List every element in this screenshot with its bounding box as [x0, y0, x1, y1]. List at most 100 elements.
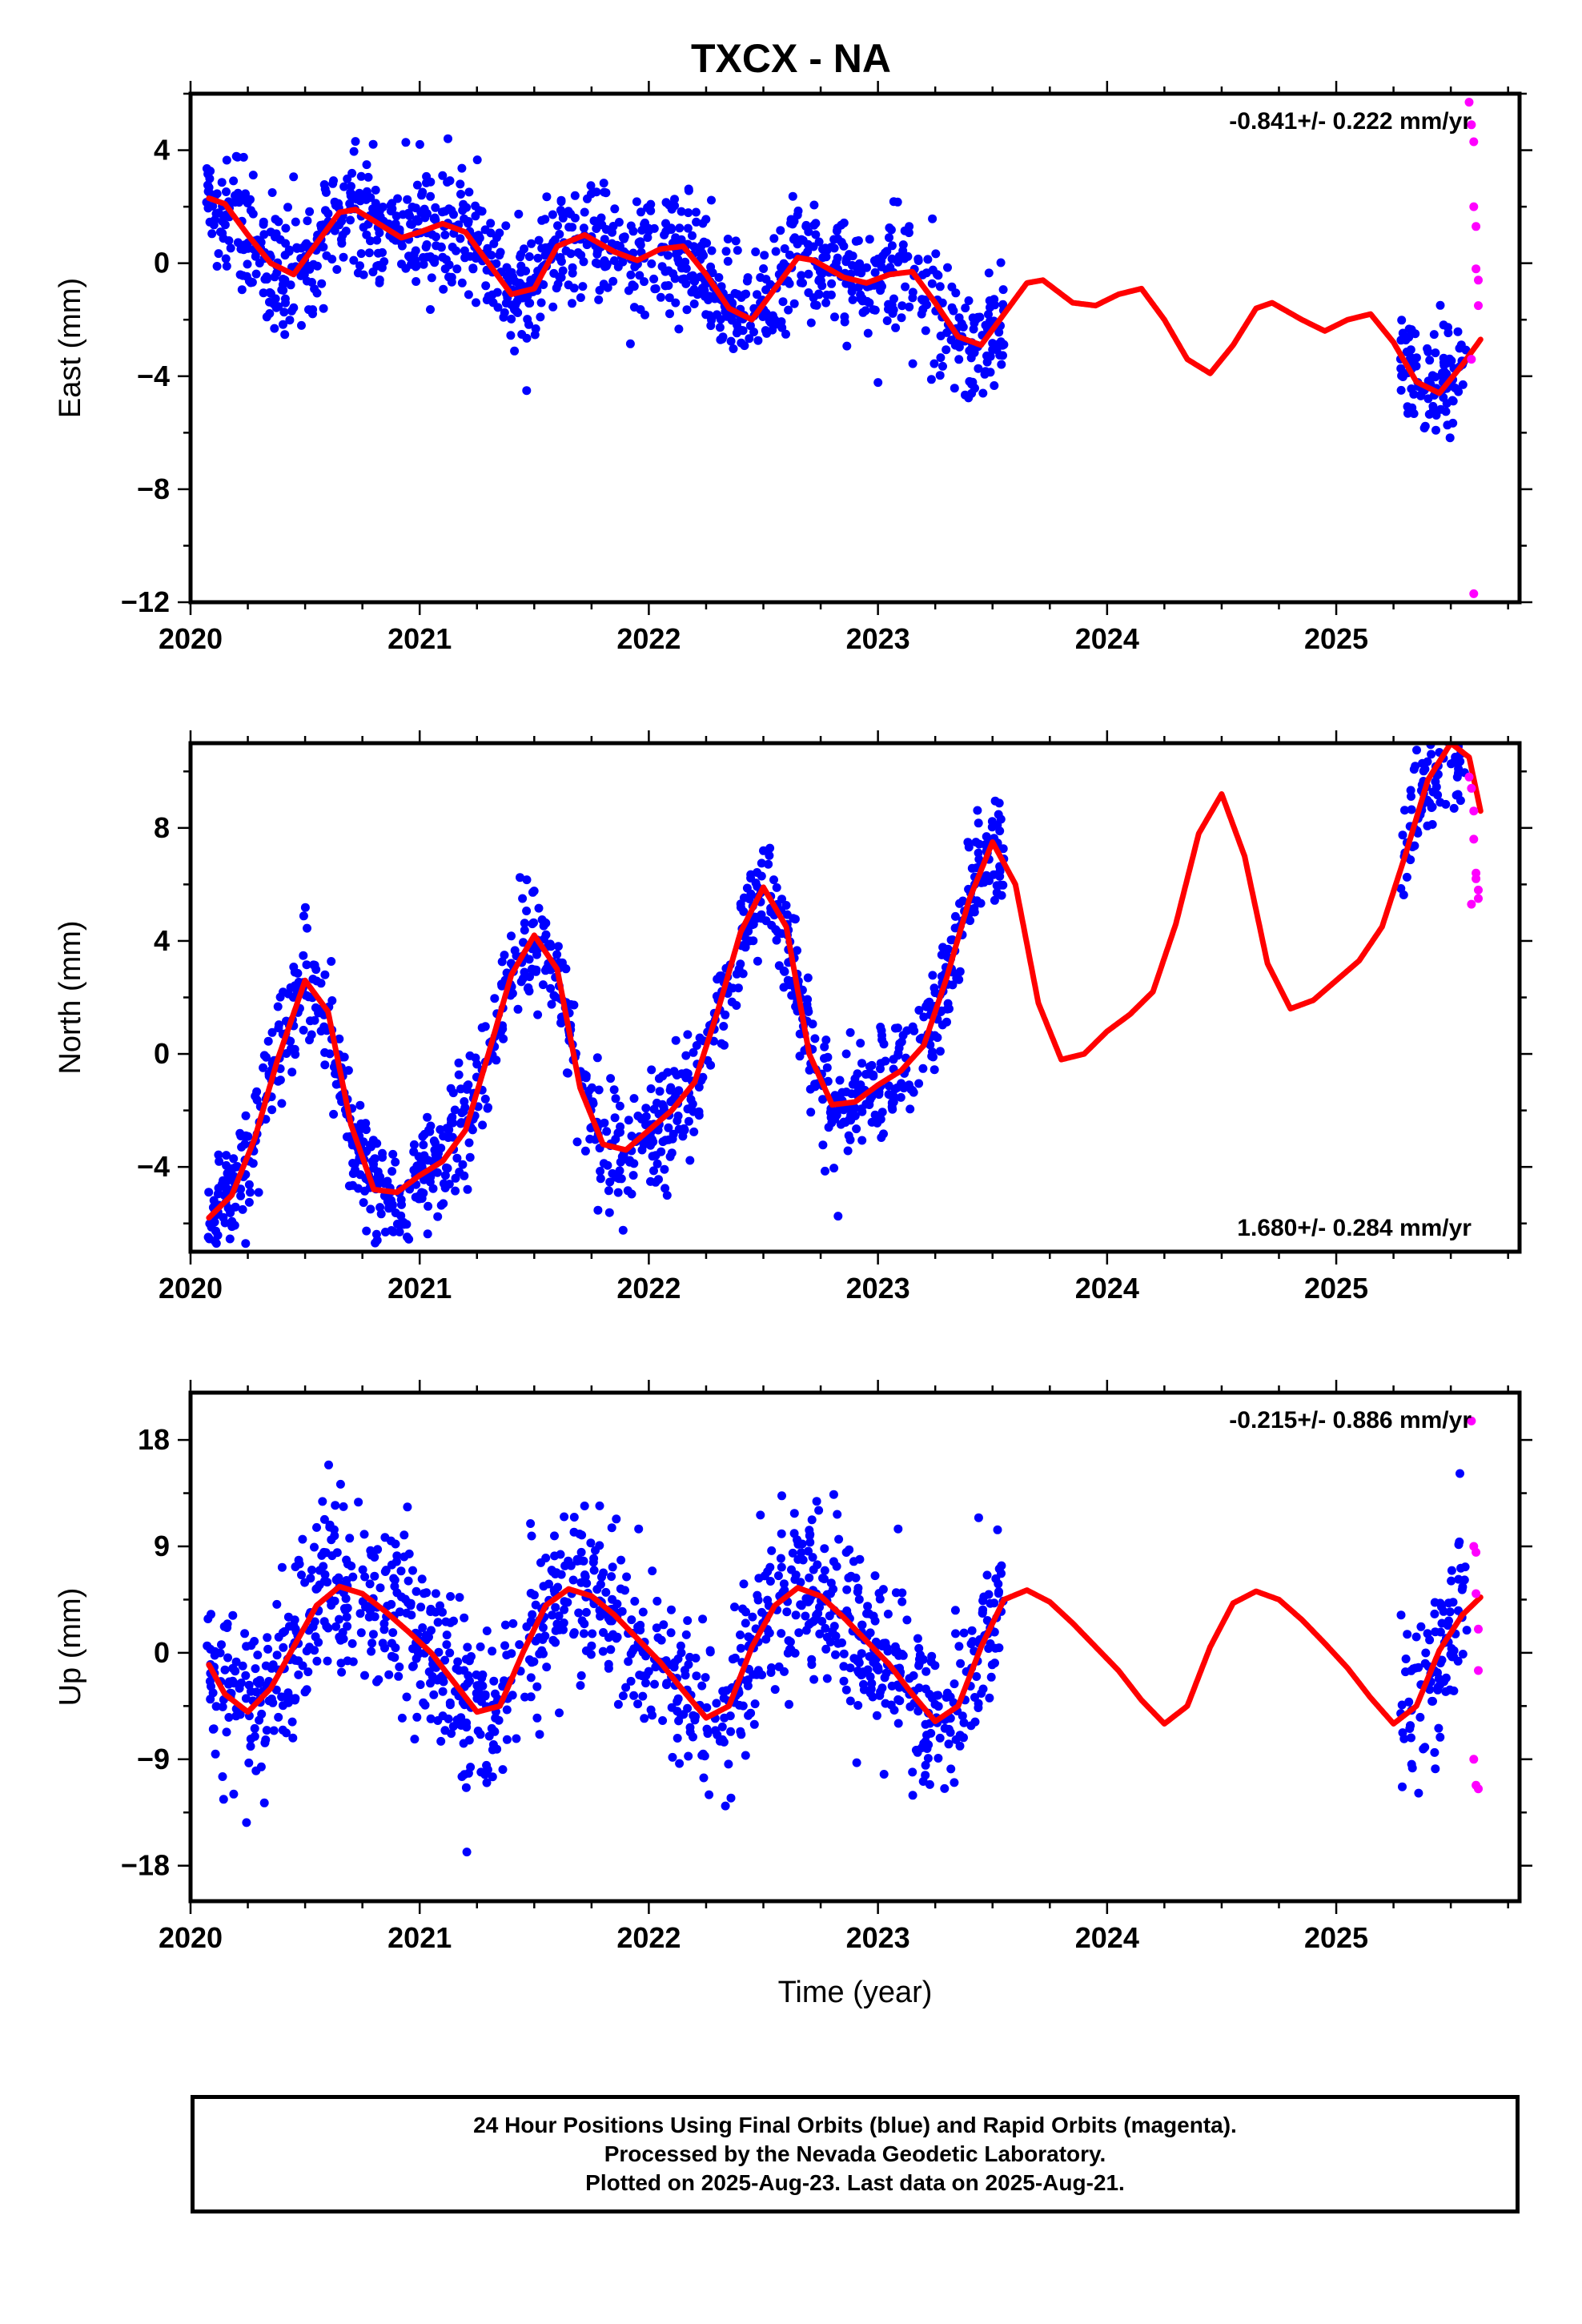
final-orbit-point [492, 259, 501, 268]
final-orbit-point [202, 164, 211, 173]
final-orbit-point [364, 248, 374, 258]
final-orbit-point [833, 234, 842, 243]
final-orbit-point [254, 1679, 263, 1688]
final-orbit-point [217, 1640, 226, 1650]
rapid-orbit-point [1469, 589, 1479, 598]
final-orbit-point [1407, 792, 1415, 801]
final-orbit-point [1458, 730, 1467, 738]
final-orbit-point [319, 1562, 328, 1571]
final-orbit-point [852, 1758, 861, 1767]
final-orbit-point [460, 246, 469, 255]
final-orbit-point [780, 244, 789, 253]
final-orbit-point [1456, 757, 1465, 766]
final-orbit-point [990, 381, 999, 390]
final-orbit-point [444, 260, 454, 270]
final-orbit-point [394, 1671, 404, 1681]
final-orbit-point [225, 1175, 235, 1184]
final-orbit-point [501, 221, 511, 231]
final-orbit-point [372, 1236, 382, 1245]
final-orbit-point [395, 225, 404, 235]
final-orbit-point [974, 364, 983, 373]
final-orbit-point [556, 1550, 565, 1559]
final-orbit-point [865, 1672, 875, 1682]
final-orbit-point [569, 1513, 579, 1522]
final-orbit-point [815, 1629, 825, 1638]
final-orbit-point [256, 1762, 266, 1771]
final-orbit-point [288, 1733, 298, 1743]
final-orbit-point [506, 331, 516, 340]
final-orbit-point [257, 1709, 267, 1719]
final-orbit-point [510, 946, 520, 955]
final-orbit-point [618, 233, 628, 243]
final-orbit-point [870, 267, 880, 277]
final-orbit-point [702, 1724, 712, 1734]
final-orbit-point [431, 1607, 440, 1617]
y-tick-label: −9 [137, 1743, 170, 1775]
final-orbit-point [637, 1671, 647, 1681]
final-orbit-point [870, 1616, 880, 1626]
final-orbit-point [457, 1772, 467, 1781]
final-orbit-point [717, 1039, 726, 1048]
final-orbit-point [339, 1502, 348, 1511]
final-orbit-point [852, 1124, 861, 1134]
final-orbit-point [412, 261, 421, 271]
final-orbit-point [1435, 1680, 1444, 1690]
final-orbit-point [782, 1607, 792, 1617]
final-orbit-point [455, 1593, 464, 1602]
final-orbit-point [429, 1690, 439, 1699]
final-orbit-point [542, 192, 552, 202]
final-orbit-point [287, 1068, 297, 1077]
final-orbit-point [628, 280, 637, 290]
final-orbit-point [420, 204, 429, 214]
final-orbit-point [413, 1647, 422, 1656]
final-orbit-point [662, 1680, 671, 1690]
final-orbit-point [629, 303, 639, 312]
final-orbit-point [347, 1638, 357, 1648]
final-orbit-point [452, 246, 461, 255]
final-orbit-point [289, 172, 299, 182]
final-orbit-point [327, 957, 336, 966]
final-orbit-point [809, 200, 819, 210]
final-orbit-point [726, 1793, 736, 1803]
final-orbit-point [997, 1569, 1006, 1578]
final-orbit-point [723, 235, 733, 243]
final-orbit-point [857, 1620, 867, 1630]
final-orbit-point [396, 1592, 406, 1602]
final-orbit-point [278, 1628, 287, 1638]
final-orbit-point [779, 1579, 789, 1589]
final-orbit-point [681, 1630, 691, 1639]
final-orbit-point [320, 1570, 330, 1579]
final-orbit-point [821, 1035, 831, 1045]
final-orbit-point [1420, 1743, 1430, 1752]
final-orbit-point [974, 1513, 983, 1522]
y-tick-label: 0 [154, 247, 170, 279]
final-orbit-point [312, 1656, 322, 1666]
final-orbit-point [875, 1691, 885, 1700]
final-orbit-point [905, 1104, 915, 1114]
final-orbit-point [857, 294, 867, 304]
final-orbit-point [805, 1065, 814, 1075]
final-orbit-point [500, 1620, 510, 1630]
final-orbit-point [982, 1616, 992, 1625]
final-orbit-point [604, 1633, 613, 1642]
final-orbit-point [950, 384, 959, 393]
final-orbit-point [640, 277, 648, 287]
final-orbit-point [762, 328, 772, 338]
final-orbit-point [1461, 714, 1470, 722]
final-orbit-point [238, 1204, 247, 1214]
final-orbit-point [627, 1615, 636, 1625]
final-orbit-point [961, 304, 970, 313]
final-orbit-point [917, 309, 926, 319]
final-orbit-point [291, 217, 300, 227]
final-orbit-point [1401, 1655, 1411, 1663]
final-orbit-point [348, 1572, 358, 1582]
final-orbit-point [368, 267, 378, 277]
final-orbit-point [581, 1073, 591, 1083]
final-orbit-point [538, 1622, 548, 1632]
final-orbit-point [391, 1539, 400, 1549]
final-orbit-point [865, 235, 874, 244]
final-orbit-point [446, 1592, 456, 1601]
final-orbit-point [705, 1646, 715, 1655]
final-orbit-point [468, 264, 478, 274]
final-orbit-point [208, 201, 218, 211]
